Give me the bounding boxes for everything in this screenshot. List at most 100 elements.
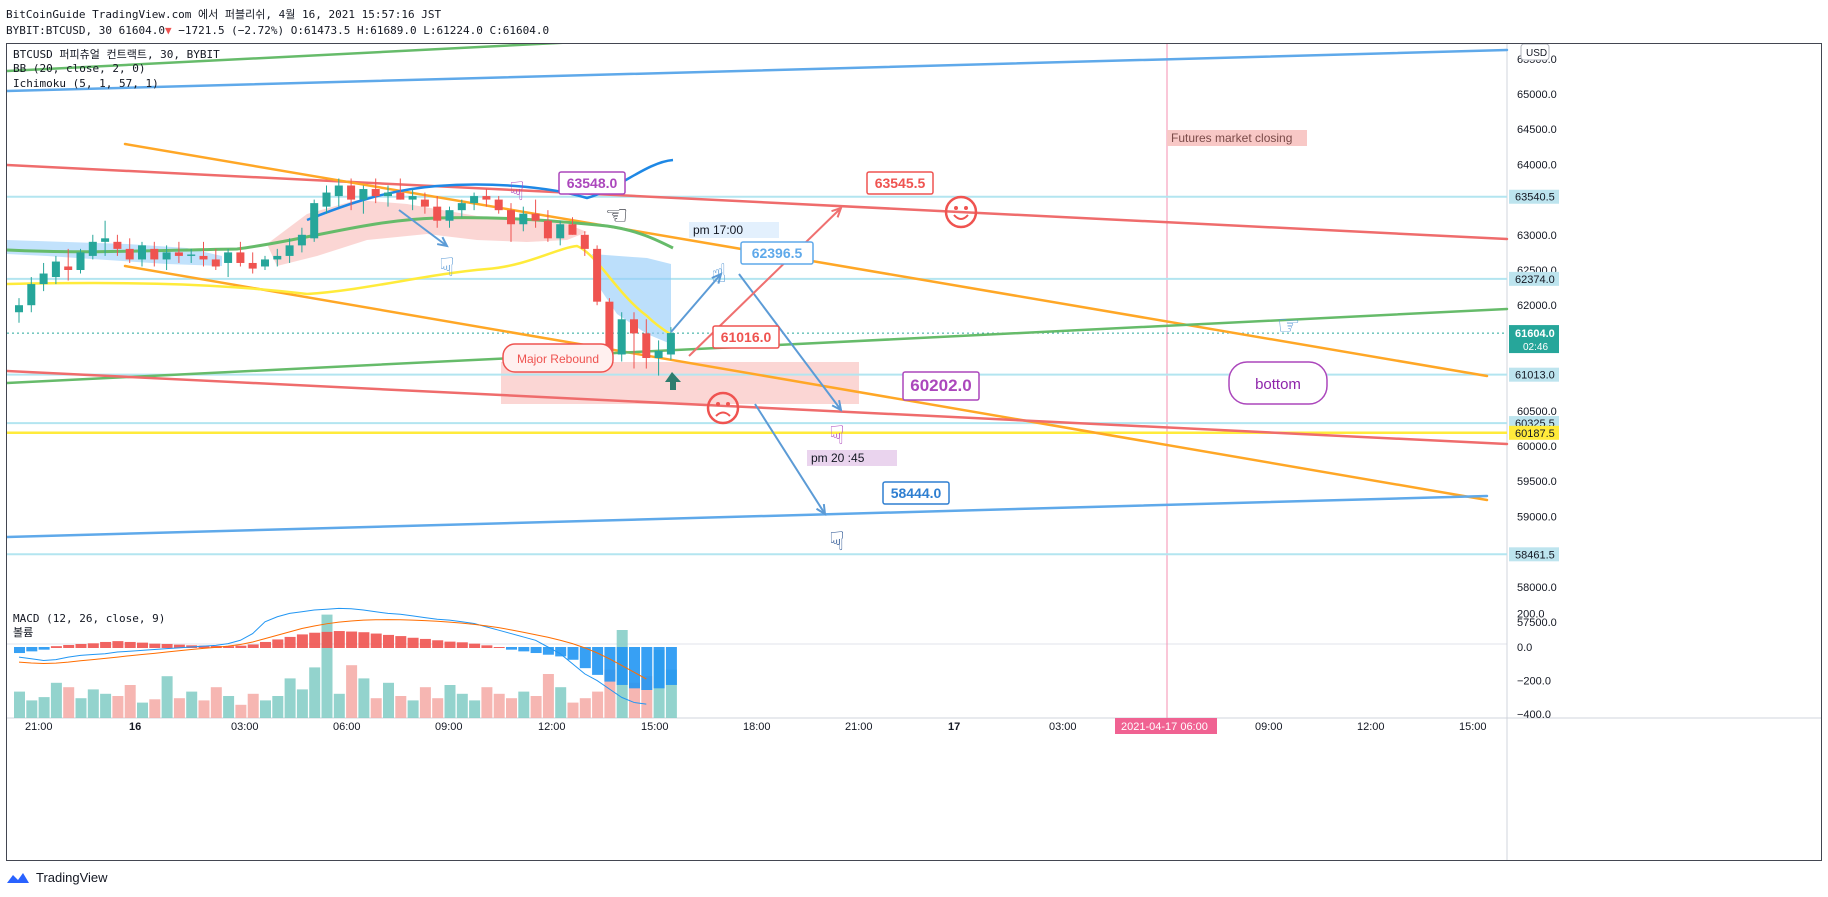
sad-face-icon-eye-l: [716, 402, 720, 406]
macd-hist-15: [198, 645, 210, 648]
volume-bar-6: [87, 689, 99, 718]
volume-bar-53: [665, 669, 677, 718]
footer-brand[interactable]: TradingView: [36, 870, 108, 885]
candle-body-53: [666, 333, 675, 355]
macd-tick-1: 0.0: [1517, 642, 1532, 654]
candle-body-51: [642, 333, 651, 358]
macd-hist-24: [309, 632, 321, 648]
chart-frame[interactable]: 57500.058000.058500.059000.059500.060000…: [6, 43, 1822, 861]
price-tick-0: 57500.0: [1517, 617, 1557, 629]
macd-hist-51: [641, 647, 653, 690]
volume-bar-42: [530, 696, 542, 718]
price-badge-bg-0: [1509, 189, 1559, 204]
volume-bar-39: [493, 693, 505, 718]
volume-bar-41: [518, 691, 530, 718]
candle-body-52: [654, 350, 663, 358]
volume-bar-0: [14, 691, 25, 718]
candle-body-6: [88, 241, 97, 256]
volume-bar-20: [260, 700, 271, 718]
candle-body-3: [51, 261, 60, 278]
candle-body-7: [101, 238, 110, 242]
up-arrow-icon: [665, 372, 681, 390]
candle-body-10: [138, 245, 146, 260]
time-tick-3: 06:00: [333, 721, 361, 733]
macd-hist-21: [272, 639, 284, 648]
macd-hist-31: [395, 636, 407, 648]
label-62396-box: [740, 241, 814, 265]
candle-body-32: [408, 196, 417, 200]
time-tick-14: 15:00: [1459, 721, 1487, 733]
candle-body-20: [261, 259, 269, 267]
label-58444-box: [882, 481, 950, 505]
candle-body-43: [543, 220, 552, 239]
macd-hist-53: [665, 647, 677, 685]
candle-body-31: [396, 192, 405, 200]
macd-hist-12: [161, 643, 173, 648]
macd-hist-42: [530, 647, 542, 654]
note-bottom-bubble: [1228, 361, 1328, 405]
candle-body-11: [150, 248, 159, 260]
candle-body-9: [125, 248, 134, 260]
macd-hist-26: [333, 631, 345, 648]
volume-bar-28: [358, 678, 370, 718]
note-rebound: Major Rebound: [517, 352, 599, 366]
volume-bar-7: [100, 693, 112, 718]
macd-hist-41: [518, 647, 530, 652]
candle-body-18: [236, 252, 245, 263]
volume-bar-31: [395, 696, 407, 718]
candle-body-1: [27, 284, 36, 306]
candle-body-40: [507, 210, 515, 225]
macd-hist-47: [592, 647, 604, 675]
volume-bar-36: [456, 693, 468, 718]
ichimoku-cloud-mid: [267, 200, 587, 266]
arrow-up-to-62396-head: [711, 272, 723, 284]
macd-signal-line: [18, 619, 647, 680]
macd-hist-37: [469, 643, 481, 648]
candle-body-19: [248, 262, 257, 269]
price-tick-11: 63000.0: [1517, 230, 1557, 242]
label-60202-box: [902, 371, 980, 401]
candle-body-36: [457, 203, 466, 211]
price-badge-5: 58461.5: [1515, 549, 1555, 561]
down-arrow-icon: ▼: [164, 24, 172, 37]
volume-bar-5: [75, 698, 87, 718]
candle-body-0: [15, 305, 23, 313]
macd-hist-43: [542, 647, 554, 655]
macd-tick-3: −400.0: [1517, 709, 1551, 721]
chart-canvas[interactable]: 57500.058000.058500.059000.059500.060000…: [7, 44, 1821, 860]
hand-pointer-icon-3: ☜: [605, 201, 628, 231]
arrow-left-down-head: [436, 236, 449, 248]
currency-label: USD: [1526, 48, 1547, 59]
arrow-down-to-58444: [754, 403, 826, 515]
hand-pointer-icon-1: ☟: [439, 253, 455, 283]
ichimoku-cloud-left: [7, 240, 222, 266]
price-tick-1: 58000.0: [1517, 582, 1557, 594]
volume-bar-15: [198, 700, 210, 718]
volume-bar-37: [469, 700, 481, 718]
currency-badge: [1520, 44, 1550, 61]
candle-body-35: [445, 210, 454, 221]
candle-body-46: [580, 234, 589, 249]
macd-hist-18: [235, 645, 247, 648]
macd-tick-2: −200.0: [1517, 676, 1551, 688]
volume-bar-43: [542, 674, 554, 718]
time-tick-4: 09:00: [435, 721, 463, 733]
note-bottom: bottom: [1255, 376, 1301, 393]
volume-bar-47: [592, 691, 604, 718]
candle-body-24: [310, 203, 319, 239]
macd-hist-1: [26, 647, 38, 652]
price-tick-14: 64500.0: [1517, 124, 1557, 136]
macd-hist-7: [100, 641, 112, 648]
time-tick-5: 12:00: [538, 721, 566, 733]
low-value: L:61224.0: [423, 24, 483, 37]
macd-hist-4: [63, 644, 75, 648]
label-62396: 62396.5: [752, 245, 803, 261]
macd-hist-8: [112, 641, 124, 648]
legend-macd: MACD (12, 26, close, 9): [13, 612, 165, 625]
macd-hist-40: [506, 647, 517, 650]
volume-bar-1: [26, 700, 38, 718]
volume-bar-48: [604, 669, 616, 718]
macd-hist-5: [75, 643, 87, 648]
volume-bar-21: [272, 696, 284, 718]
label-58444: 58444.0: [891, 485, 942, 501]
